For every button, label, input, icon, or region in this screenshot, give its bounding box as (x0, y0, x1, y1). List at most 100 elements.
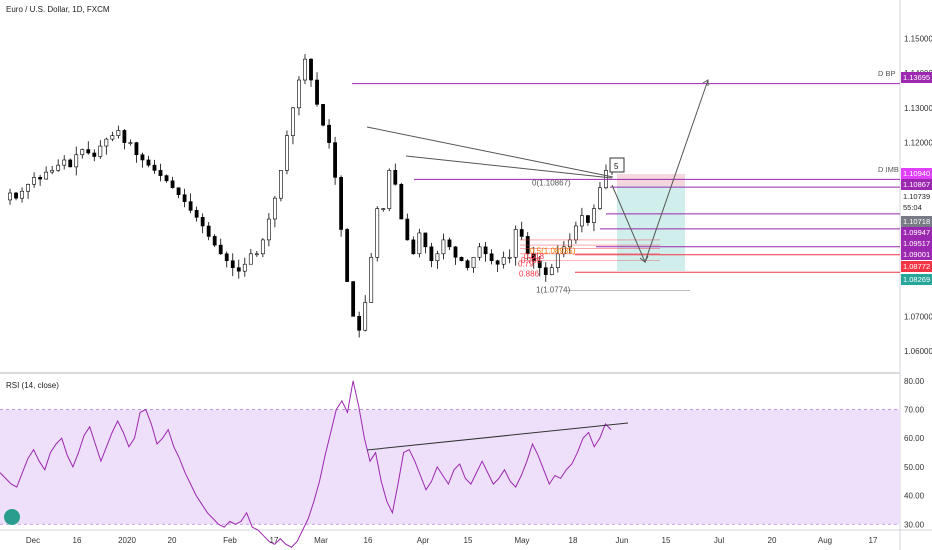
candle (80, 149, 85, 156)
candle (315, 79, 319, 105)
time-tick-label: 18 (569, 536, 578, 545)
candle (98, 145, 103, 157)
time-tick-label: 20 (768, 536, 777, 545)
candle (357, 316, 362, 331)
candle (501, 256, 506, 265)
candle (110, 135, 115, 140)
candle (230, 260, 235, 268)
candle (74, 154, 79, 168)
reward-zone (617, 178, 685, 271)
trend-line-lower (405, 155, 613, 179)
candle (104, 138, 109, 147)
candle (218, 244, 223, 255)
fib-label: 0.886 (519, 269, 540, 278)
candle (44, 171, 49, 180)
candle (549, 267, 554, 275)
candle (573, 225, 578, 241)
time-tick-label: 17 (270, 536, 279, 545)
levels (352, 83, 900, 291)
fib-label: 0.705 (521, 256, 542, 265)
candle (417, 232, 422, 255)
candle (248, 253, 253, 265)
candle (411, 239, 416, 255)
rsi-title: RSI (14, close) (6, 381, 59, 390)
candles (8, 54, 614, 338)
candle (182, 194, 187, 202)
time-axis-ticks: Dec 16 2020 20 Feb 17 Mar 16 Apr 15 May 18 Jun 15 Jul 2… (26, 536, 878, 545)
price-label: 1.08772 (901, 261, 932, 272)
candle (580, 215, 584, 227)
candle (170, 180, 175, 189)
candle (345, 229, 350, 282)
candle (423, 232, 428, 248)
time-tick-label: 20 (168, 536, 177, 545)
risk-zone (617, 174, 685, 186)
rsi-tick-label: 80.00 (904, 377, 925, 386)
time-tick-label: 15 (662, 536, 671, 545)
candle (279, 170, 283, 199)
candle (236, 267, 241, 272)
candle (321, 104, 325, 126)
candle (8, 192, 12, 201)
candle (92, 152, 97, 157)
candle (598, 187, 602, 209)
candle (586, 215, 590, 223)
candle (32, 177, 36, 185)
trend-line-upper (366, 126, 614, 178)
candle (351, 281, 356, 317)
rsi-tick-label: 30.00 (904, 520, 925, 529)
price-label: 1.09947 (901, 227, 932, 238)
time-tick-label: Jun (616, 536, 629, 545)
price-tick-label: 1.07000 (904, 312, 932, 321)
candle (285, 135, 289, 171)
time-tick-label: Feb (223, 536, 237, 545)
candle (86, 149, 91, 154)
time-tick-label: Apr (417, 536, 430, 545)
candle (435, 253, 440, 262)
candle (489, 253, 494, 262)
candle (266, 218, 271, 241)
candle (254, 253, 259, 256)
level-name-label: D IMB (878, 165, 899, 174)
candle (429, 246, 434, 262)
time-tick-label: Aug (818, 536, 832, 545)
fib-label: 0.618 (524, 252, 545, 261)
arrow-head-icon (639, 255, 649, 263)
logo-icon[interactable] (4, 509, 20, 525)
fib-label: 1(1.0774) (536, 286, 571, 295)
candle (543, 267, 548, 275)
candle (146, 159, 151, 166)
chart-title: Euro / U.S. Dollar, 1D, FXCM (6, 5, 110, 14)
price-label: 1.13695 (901, 72, 932, 83)
wave-count-label: 5 (614, 162, 619, 171)
candle (56, 164, 61, 171)
candle (333, 142, 337, 178)
candle (363, 302, 368, 331)
price-tick-label: 1.13000 (904, 104, 932, 113)
price-tick-label: 1.06000 (904, 347, 932, 356)
candle (513, 229, 518, 258)
candle (20, 190, 24, 199)
candle (152, 164, 157, 171)
candle (453, 246, 458, 258)
candle (405, 218, 410, 241)
candle (50, 170, 55, 173)
rsi-series (0, 380, 612, 548)
time-tick-label: Mar (314, 536, 328, 545)
candle (309, 58, 313, 81)
price-label: 1.10739 (901, 191, 932, 202)
candle (495, 260, 500, 265)
candle (68, 159, 73, 168)
candle (242, 263, 247, 272)
price-label: 1.10867 (901, 179, 932, 190)
candle (206, 225, 211, 237)
price-label: 1.09001 (901, 249, 932, 260)
time-tick-label: Dec (26, 536, 40, 545)
rsi-tick-label: 50.00 (904, 463, 925, 472)
time-tick-label: 16 (73, 536, 82, 545)
candle (465, 260, 470, 268)
candle (200, 217, 205, 227)
candle (339, 177, 344, 230)
candle (459, 256, 464, 262)
